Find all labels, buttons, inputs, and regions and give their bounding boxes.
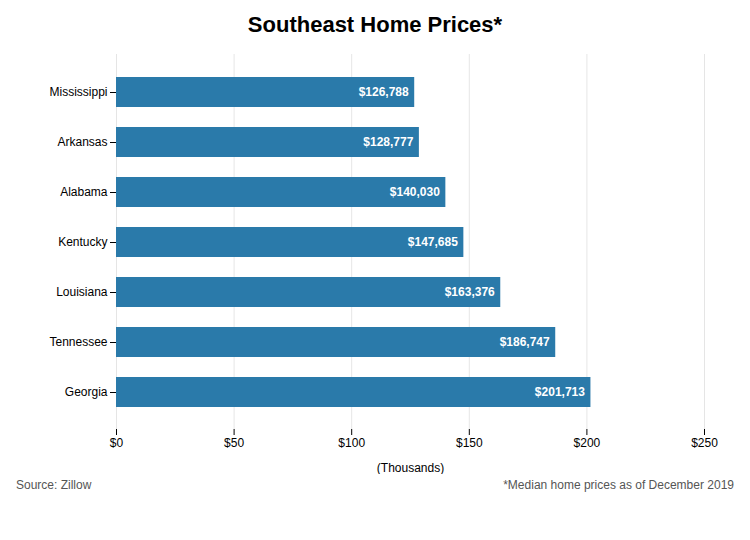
svg-text:$250: $250 bbox=[691, 436, 718, 450]
svg-text:Alabama: Alabama bbox=[60, 185, 108, 199]
svg-text:$100: $100 bbox=[338, 436, 365, 450]
svg-text:$50: $50 bbox=[224, 436, 244, 450]
html-text:Southeast Home Prices*: Southeast Home Prices* bbox=[247, 12, 503, 37]
svg-text:Louisiana: Louisiana bbox=[56, 285, 108, 299]
svg-text:$186,747: $186,747 bbox=[500, 335, 550, 349]
svg-text:$163,376: $163,376 bbox=[445, 285, 495, 299]
svg-text:$0: $0 bbox=[110, 436, 124, 450]
svg-text:Georgia: Georgia bbox=[65, 385, 108, 399]
svg-text:$150: $150 bbox=[456, 436, 483, 450]
svg-text:$126,788: $126,788 bbox=[359, 85, 409, 99]
svg-text:$147,685: $147,685 bbox=[408, 235, 458, 249]
svg-text:Kentucky: Kentucky bbox=[58, 235, 107, 249]
svg-text:Tennessee: Tennessee bbox=[49, 335, 107, 349]
svg-text:$201,713: $201,713 bbox=[535, 385, 585, 399]
svg-text:Mississippi: Mississippi bbox=[49, 85, 107, 99]
html-text:Source: Zillow: Source: Zillow bbox=[16, 478, 92, 492]
svg-text:(Thousands): (Thousands) bbox=[377, 461, 444, 475]
html-text:*Median home prices as of Dece: *Median home prices as of December 2019 bbox=[503, 478, 734, 492]
svg-text:$140,030: $140,030 bbox=[390, 185, 440, 199]
svg-text:Arkansas: Arkansas bbox=[57, 135, 107, 149]
svg-text:$200: $200 bbox=[574, 436, 601, 450]
svg-text:$128,777: $128,777 bbox=[363, 135, 413, 149]
